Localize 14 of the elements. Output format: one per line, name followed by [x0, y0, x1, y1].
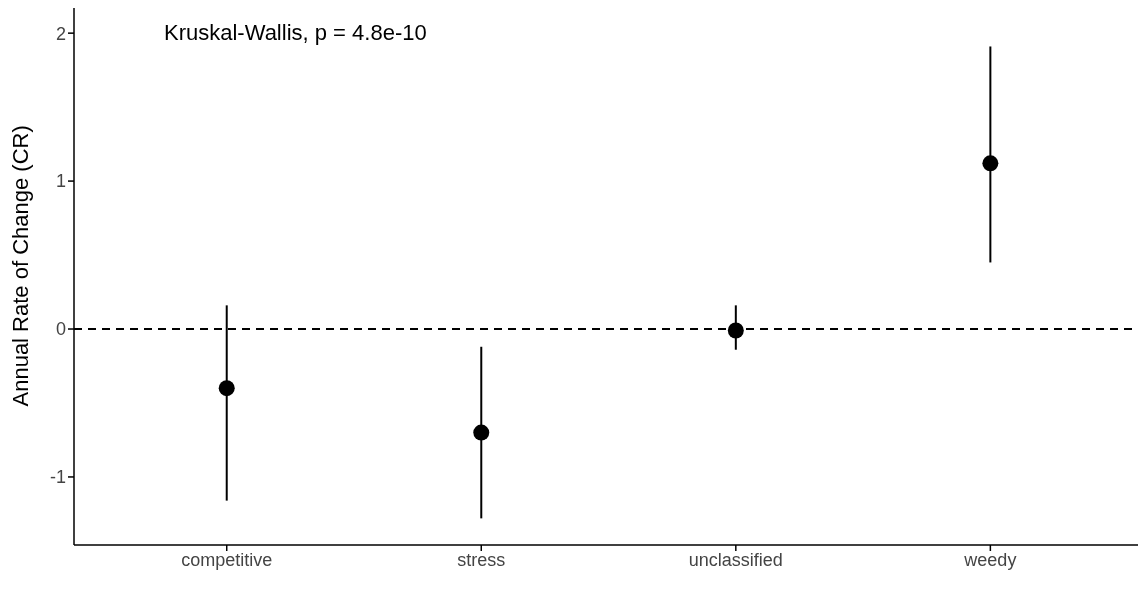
x-tick-label: competitive — [181, 549, 273, 570]
x-tick-label: stress — [457, 549, 506, 570]
point — [218, 380, 235, 397]
y-tick-label: 0 — [55, 319, 66, 340]
annotation: Kruskal-Wallis, p = 4.8e-10 — [164, 20, 427, 46]
y-tick-label: 1 — [55, 171, 66, 192]
point — [473, 424, 490, 441]
y-tick-label: -1 — [49, 467, 66, 488]
y-axis-title: Annual Rate of Change (CR) — [7, 125, 33, 407]
point — [727, 322, 744, 339]
x-tick-label: weedy — [963, 549, 1017, 570]
y-tick-label: 2 — [55, 23, 66, 44]
x-tick-label: unclassified — [688, 549, 783, 570]
point — [982, 155, 999, 172]
